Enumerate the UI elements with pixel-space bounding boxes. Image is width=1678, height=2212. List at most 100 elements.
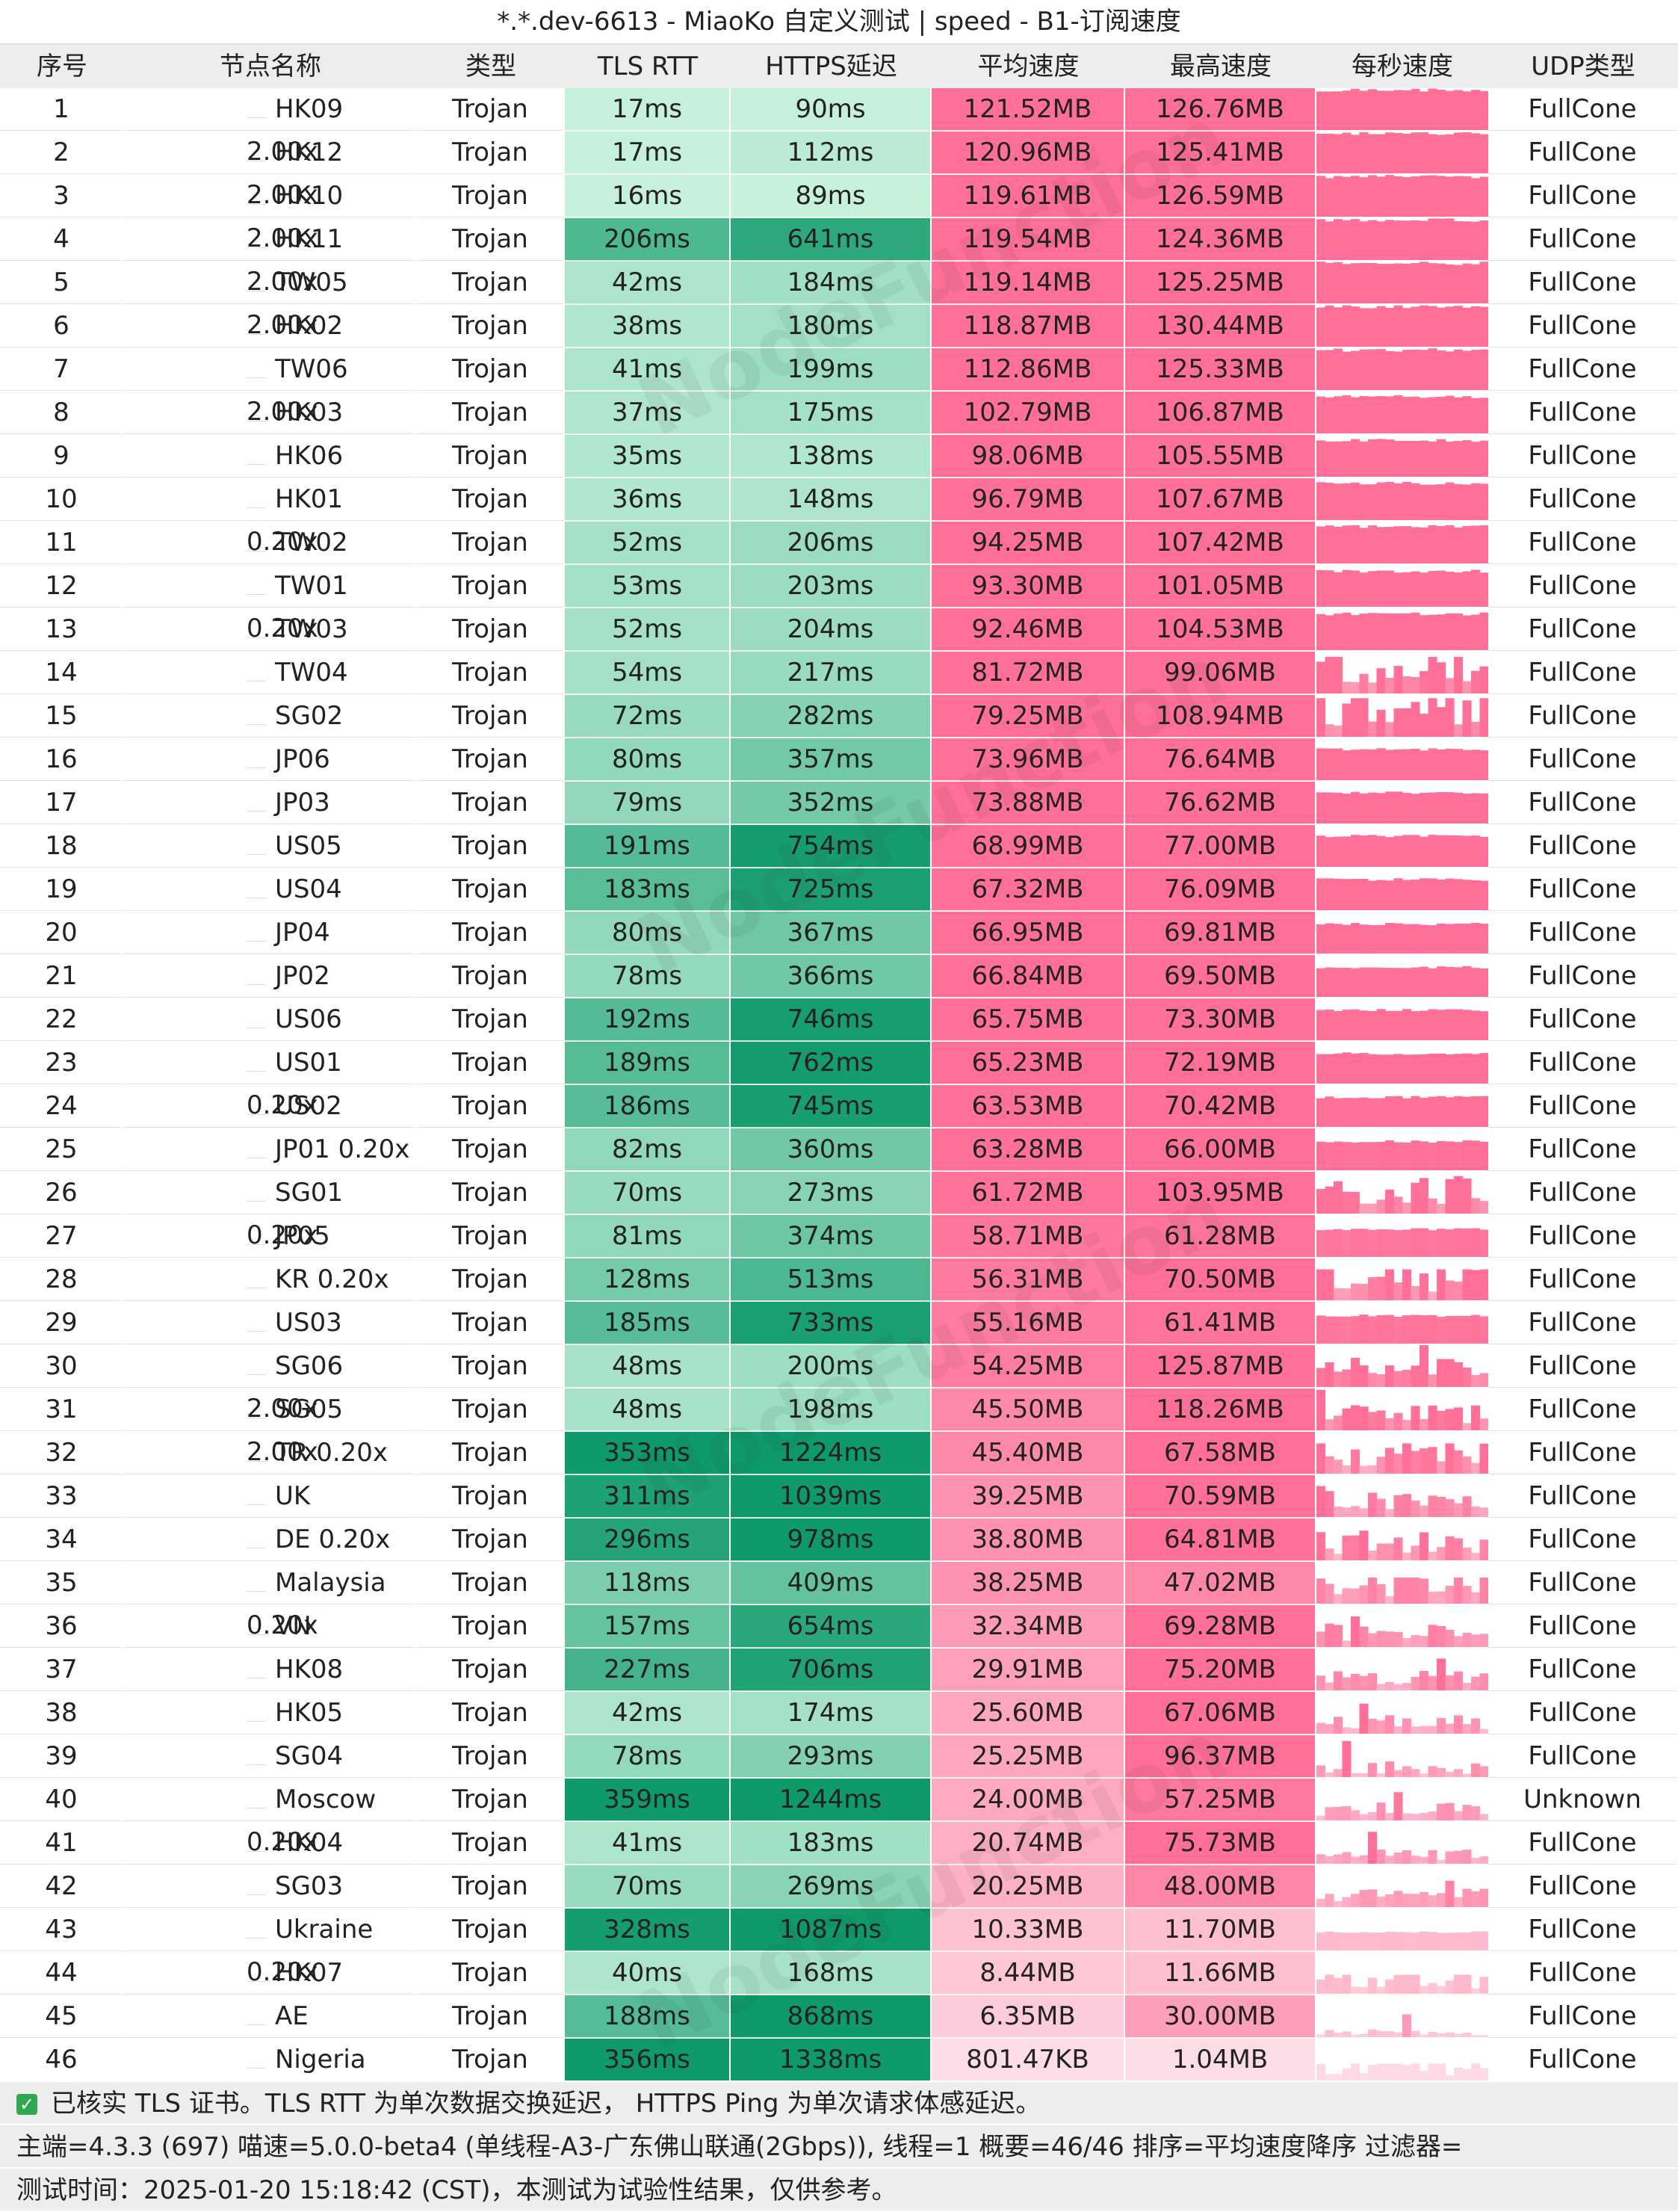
- tls-cell: 79ms: [565, 782, 731, 824]
- tls-cell: 48ms: [565, 1388, 731, 1431]
- per-second-speed-sparkline: [1316, 608, 1488, 650]
- udp-cell: FullCone: [1488, 522, 1678, 564]
- avg-cell: 56.31MB: [932, 1258, 1125, 1301]
- node-name: TW01 0.20x: [247, 571, 348, 643]
- flag-hk-icon: [247, 104, 266, 118]
- node-name: SG06 2.00x: [247, 1351, 344, 1424]
- flag-jp-icon: [247, 927, 266, 942]
- table-row: 32 TR 0.20x Trojan 353ms 1224ms 45.40MB 67.58M…: [0, 1432, 1678, 1474]
- https-cell: 978ms: [731, 1519, 932, 1561]
- table-row: 45 AE Trojan 188ms 868ms 6.35MB 30.00MB FullCon…: [0, 1995, 1678, 2038]
- type-cell: Trojan: [417, 1302, 565, 1344]
- per-second-speed-sparkline: [1316, 565, 1488, 607]
- https-cell: 175ms: [731, 392, 932, 434]
- per-second-speed-sparkline: [1316, 175, 1488, 217]
- https-cell: 204ms: [731, 608, 932, 651]
- table-row: 37 HK08 Trojan 227ms 706ms 29.91MB 75.20MB Full…: [0, 1649, 1678, 1691]
- tls-cell: 185ms: [565, 1302, 731, 1344]
- node-name-cell: TR 0.20x: [124, 1432, 417, 1474]
- flag-sg-icon: [247, 1881, 266, 1895]
- max-cell: 125.25MB: [1125, 262, 1316, 304]
- column-header-avg[interactable]: 平均速度: [977, 52, 1080, 81]
- per-second-speed-sparkline: [1316, 1345, 1488, 1387]
- node-name: US03: [275, 1308, 342, 1338]
- tls-cell: 42ms: [565, 1692, 731, 1734]
- max-cell: 69.81MB: [1125, 912, 1316, 954]
- avg-cell: 61.72MB: [932, 1172, 1125, 1214]
- avg-cell: 92.46MB: [932, 608, 1125, 651]
- tls-cell: 41ms: [565, 1822, 731, 1865]
- type-cell: Trojan: [417, 782, 565, 824]
- type-cell: Trojan: [417, 998, 565, 1041]
- max-cell: 73.30MB: [1125, 998, 1316, 1041]
- column-header-id[interactable]: 序号: [37, 52, 87, 81]
- id-cell: 10: [0, 478, 124, 521]
- max-cell: 69.50MB: [1125, 955, 1316, 998]
- node-name-cell: SG02: [124, 695, 417, 738]
- https-cell: 409ms: [731, 1562, 932, 1604]
- per-second-speed-sparkline: [1316, 1085, 1488, 1127]
- node-name-cell: HK09 2.00x: [124, 88, 417, 167]
- column-header-tls[interactable]: TLS RTT: [597, 52, 699, 81]
- udp-cell: FullCone: [1488, 1432, 1678, 1474]
- table-row: 43 Ukraine 0.20x Trojan 328ms 1087ms 10.33MB 1…: [0, 1909, 1678, 1987]
- table-row: 20 JP04 Trojan 80ms 367ms 66.95MB 69.81MB FullC…: [0, 912, 1678, 954]
- avg-cell: 55.16MB: [932, 1302, 1125, 1344]
- type-cell: Trojan: [417, 1779, 565, 1821]
- https-cell: 282ms: [731, 695, 932, 738]
- tls-cell: 52ms: [565, 522, 731, 564]
- flag-hk-icon: [247, 1968, 266, 1982]
- node-name: KR 0.20x: [275, 1264, 389, 1294]
- node-name: Moscow 0.20x: [247, 1785, 377, 1857]
- table-row: 9 HK06 Trojan 35ms 138ms 98.06MB 105.55MB FullC…: [0, 435, 1678, 478]
- per-second-speed-sparkline: [1316, 132, 1488, 173]
- flag-us-icon: [247, 841, 266, 855]
- flag-uk-icon: [247, 1491, 266, 1505]
- node-name: US04: [275, 874, 342, 904]
- tls-cell: 359ms: [565, 1779, 731, 1821]
- udp-cell: FullCone: [1488, 435, 1678, 478]
- udp-cell: FullCone: [1488, 88, 1678, 131]
- avg-cell: 98.06MB: [932, 435, 1125, 478]
- table-row: 29 US03 Trojan 185ms 733ms 55.16MB 61.41MB Full…: [0, 1302, 1678, 1344]
- node-name: SG04: [275, 1741, 344, 1771]
- per-second-speed-sparkline: [1316, 955, 1488, 997]
- column-header-name[interactable]: 节点名称: [220, 52, 321, 81]
- avg-cell: 801.47KB: [932, 2039, 1125, 2081]
- id-cell: 39: [0, 1735, 124, 1778]
- column-header-https[interactable]: HTTPS延迟: [765, 52, 897, 81]
- table-row: 42 SG03 Trojan 70ms 269ms 20.25MB 48.00MB FullC…: [0, 1865, 1678, 1908]
- type-cell: Trojan: [417, 1649, 565, 1691]
- type-cell: Trojan: [417, 175, 565, 217]
- per-second-speed-sparkline: [1316, 1388, 1488, 1430]
- column-header-max[interactable]: 最高速度: [1170, 52, 1272, 81]
- id-cell: 14: [0, 652, 124, 694]
- node-name-cell: TW01 0.20x: [124, 565, 417, 643]
- per-second-speed-sparkline: [1316, 1475, 1488, 1517]
- max-cell: 108.94MB: [1125, 695, 1316, 738]
- node-name: JP02: [275, 961, 330, 991]
- udp-cell: FullCone: [1488, 1042, 1678, 1084]
- type-cell: Trojan: [417, 1128, 565, 1171]
- flag-ng-icon: [247, 2054, 266, 2069]
- table-header: 序号 节点名称 类型 TLS RTT HTTPS延迟 平均速度 最高速度 每秒速度 UDP类型: [0, 45, 1678, 88]
- udp-cell: FullCone: [1488, 1519, 1678, 1561]
- per-second-speed-sparkline: [1316, 1172, 1488, 1214]
- tls-cell: 41ms: [565, 348, 731, 391]
- max-cell: 67.06MB: [1125, 1692, 1316, 1734]
- avg-cell: 20.74MB: [932, 1822, 1125, 1865]
- column-header-udp[interactable]: UDP类型: [1531, 52, 1635, 81]
- avg-cell: 32.34MB: [932, 1605, 1125, 1648]
- type-cell: Trojan: [417, 1388, 565, 1431]
- tls-cell: 296ms: [565, 1519, 731, 1561]
- per-second-speed-sparkline: [1316, 1822, 1488, 1864]
- avg-cell: 102.79MB: [932, 392, 1125, 434]
- footer-line-3: 测试时间：2025-01-20 15:18:42 (CST)，本测试为试验性结果…: [0, 2167, 1678, 2211]
- type-cell: Trojan: [417, 608, 565, 651]
- column-header-type[interactable]: 类型: [465, 52, 516, 81]
- max-cell: 126.76MB: [1125, 88, 1316, 131]
- udp-cell: FullCone: [1488, 1085, 1678, 1128]
- max-cell: 69.28MB: [1125, 1605, 1316, 1648]
- https-cell: 367ms: [731, 912, 932, 954]
- column-header-spark[interactable]: 每秒速度: [1352, 52, 1453, 81]
